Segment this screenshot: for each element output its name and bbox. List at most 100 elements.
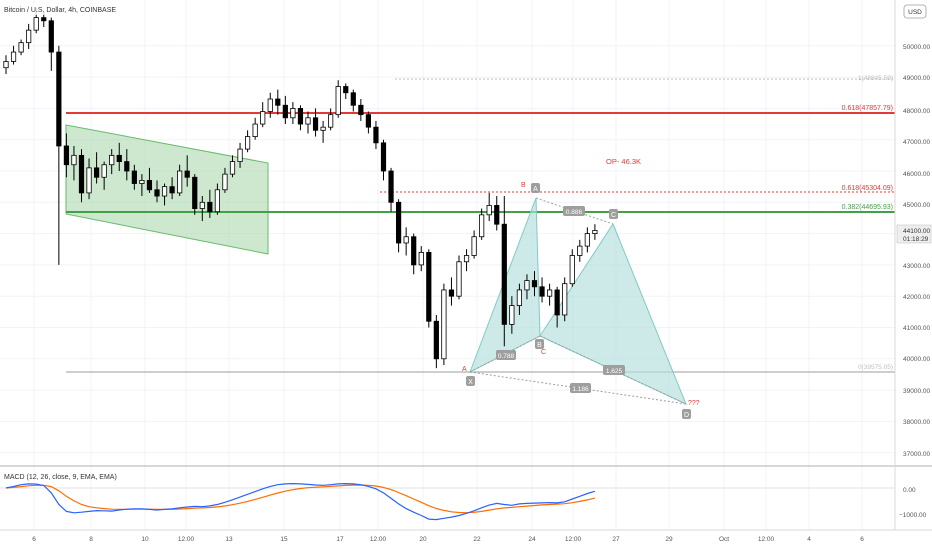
candle-body bbox=[358, 104, 364, 116]
time-tick: 20 bbox=[419, 536, 427, 543]
candle-body bbox=[350, 92, 356, 106]
price-tick: 49000.00 bbox=[903, 75, 930, 82]
candle-body bbox=[577, 245, 583, 256]
currency-button[interactable] bbox=[903, 4, 927, 19]
candle-body bbox=[335, 86, 341, 116]
candle-body bbox=[237, 148, 243, 163]
red-dotted-label: 0.618(45304.09) bbox=[842, 185, 893, 192]
candle-body bbox=[456, 261, 462, 297]
candle-body bbox=[380, 142, 387, 172]
price-tick: 45000.00 bbox=[903, 202, 930, 209]
candle-body bbox=[252, 123, 258, 137]
macd-label: MACD (12, 26, close, 9, EMA, EMA) bbox=[4, 474, 117, 481]
candle-body bbox=[131, 170, 137, 184]
candle-body bbox=[501, 223, 507, 325]
candle-body bbox=[244, 136, 251, 150]
candle-body bbox=[3, 61, 9, 69]
time-tick: 27 bbox=[612, 536, 620, 543]
point-c-badge[interactable] bbox=[609, 209, 618, 219]
symbol-title[interactable]: Bitcoin / U.S. Dollar, 4h, COINBASE bbox=[4, 7, 116, 14]
candle-body bbox=[486, 205, 492, 216]
time-tick: 13 bbox=[225, 536, 233, 543]
time-tick: 24 bbox=[528, 536, 536, 543]
candle-body bbox=[547, 289, 553, 297]
candle-body bbox=[282, 104, 288, 119]
macd-line bbox=[5, 482, 596, 521]
candle-body bbox=[320, 126, 326, 131]
candle-body bbox=[109, 154, 115, 166]
time-tick: 12:00 bbox=[758, 536, 775, 543]
candle-body bbox=[207, 201, 213, 213]
candle-body bbox=[169, 186, 175, 194]
candle-body bbox=[531, 280, 538, 288]
price-tick: 43000.00 bbox=[903, 263, 930, 270]
macd-tick-1: −1000.00 bbox=[899, 512, 927, 519]
candle-body bbox=[275, 98, 281, 106]
ratio-bd-badge bbox=[603, 365, 625, 375]
candle-body bbox=[509, 305, 515, 325]
ratio-xb-label: 0.788 bbox=[498, 353, 515, 360]
price-tick: 40000.00 bbox=[903, 356, 930, 363]
time-tick: 10 bbox=[141, 536, 149, 543]
candle-body bbox=[18, 42, 24, 53]
point-x-label: X bbox=[468, 379, 473, 386]
candle-body bbox=[154, 189, 160, 197]
candle-body bbox=[63, 145, 69, 166]
candle-body bbox=[146, 179, 153, 191]
time-tick: 17 bbox=[336, 536, 344, 543]
last-price-value: 44100.00 bbox=[903, 228, 930, 235]
price-tick: 42000.00 bbox=[903, 294, 930, 301]
time-tick: 12:00 bbox=[370, 536, 387, 543]
candle-body bbox=[192, 176, 198, 209]
fib-top-label: 1(48845.59) bbox=[858, 75, 893, 82]
candle-body bbox=[222, 173, 228, 191]
ratio-ac-label: 0.886 bbox=[566, 209, 583, 216]
time-tick: 12:00 bbox=[565, 536, 582, 543]
candle-body bbox=[426, 251, 432, 322]
time-tick: 6 bbox=[860, 536, 864, 543]
candle-body bbox=[214, 189, 220, 213]
candle-body bbox=[177, 170, 183, 194]
time-tick: 29 bbox=[665, 536, 673, 543]
candle-body bbox=[388, 170, 394, 203]
point-b-badge[interactable] bbox=[535, 339, 544, 349]
candle-body bbox=[395, 201, 402, 244]
ratio-bd-label: 1.625 bbox=[606, 368, 623, 375]
question-label: ??? bbox=[688, 400, 700, 407]
green-level-label: 0.382(44695.93) bbox=[842, 204, 893, 211]
candle-body bbox=[403, 236, 409, 244]
point-d-badge[interactable] bbox=[682, 409, 691, 419]
candle-body bbox=[592, 230, 598, 235]
candle-body bbox=[584, 233, 590, 247]
ratio-xb-badge bbox=[496, 350, 516, 360]
candle-body bbox=[562, 283, 568, 316]
time-tick: 12:00 bbox=[178, 536, 195, 543]
candle-body bbox=[78, 154, 85, 194]
target-label: OP- 46.3K bbox=[606, 157, 641, 166]
candle-body bbox=[48, 20, 54, 53]
candle-body bbox=[71, 154, 77, 166]
point-d-label: D bbox=[684, 412, 689, 419]
candle-body bbox=[10, 51, 17, 62]
point-b-label: B bbox=[537, 342, 542, 349]
macd-tick-0: 0.00 bbox=[903, 487, 916, 494]
candle-body bbox=[94, 167, 100, 178]
candle-body bbox=[516, 289, 523, 306]
candle-body bbox=[433, 320, 439, 360]
price-tick: 39000.00 bbox=[903, 388, 930, 395]
point-a-badge[interactable] bbox=[531, 183, 540, 193]
last-price-badge bbox=[896, 224, 932, 244]
candle-body bbox=[343, 86, 349, 94]
price-tick: 38000.00 bbox=[903, 419, 930, 426]
time-tick: Oct bbox=[719, 536, 729, 543]
price-tick: 47000.00 bbox=[903, 139, 930, 146]
point-x-badge[interactable] bbox=[466, 376, 475, 386]
countdown-timer: 01:18:29 bbox=[903, 236, 929, 243]
pattern-bcd-triangle[interactable] bbox=[539, 222, 687, 405]
candle-body bbox=[56, 51, 62, 147]
candle-body bbox=[86, 167, 92, 194]
price-tick: 37000.00 bbox=[903, 451, 930, 458]
candle-body bbox=[524, 280, 530, 291]
candle-body bbox=[124, 161, 130, 172]
